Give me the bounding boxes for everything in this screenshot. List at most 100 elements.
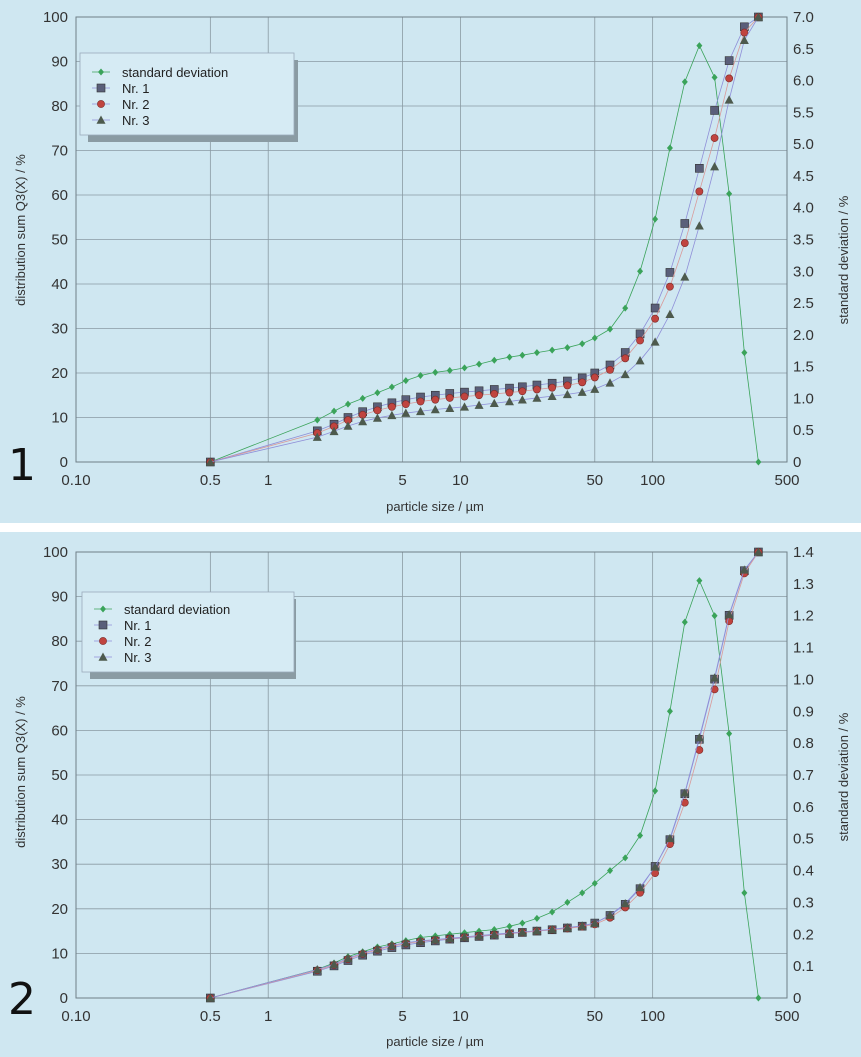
x-tick-label: 10 bbox=[452, 472, 469, 489]
data-point-nr-2 bbox=[606, 365, 614, 374]
y2-tick-label: 6.5 bbox=[793, 41, 814, 58]
data-point-nr-2 bbox=[651, 314, 660, 323]
x-tick-label: 10 bbox=[452, 1008, 469, 1025]
data-point-nr-3 bbox=[635, 882, 645, 892]
data-point-standard-deviation bbox=[726, 730, 733, 738]
legend-marker-standard-deviation bbox=[100, 605, 106, 613]
y-tick-label: 30 bbox=[51, 321, 68, 338]
data-point-standard-deviation bbox=[711, 73, 718, 81]
x-tick-label: 500 bbox=[774, 472, 799, 489]
data-point-nr-3 bbox=[739, 35, 749, 44]
data-point-standard-deviation bbox=[564, 344, 571, 352]
y-tick-label: 50 bbox=[51, 232, 68, 249]
data-point-nr-3 bbox=[710, 673, 720, 682]
data-point-standard-deviation bbox=[696, 42, 703, 50]
data-point-nr-2 bbox=[680, 239, 689, 247]
x-tick-label: 5 bbox=[398, 1008, 406, 1025]
data-point-nr-3 bbox=[312, 432, 322, 441]
data-point-nr-3 bbox=[724, 95, 734, 104]
data-point-nr-3 bbox=[547, 391, 557, 400]
data-point-nr-2 bbox=[666, 282, 674, 291]
y2-tick-label: 0.7 bbox=[793, 767, 814, 784]
chart-2-svg: 0 10 20 30 40 50 60 70 80 90 100 0 0.1 0.2 0.3 0.4 0.5 0.… bbox=[8, 544, 851, 1049]
data-point-standard-deviation bbox=[533, 349, 540, 357]
data-point-nr-3 bbox=[416, 936, 426, 945]
data-point-standard-deviation bbox=[388, 383, 395, 391]
x-tick-label: 5 bbox=[398, 472, 406, 489]
data-point-standard-deviation bbox=[711, 612, 718, 620]
legend-label-nr-3: Nr. 3 bbox=[122, 113, 149, 128]
data-point-nr-3 bbox=[445, 403, 455, 412]
y-tick-label: 40 bbox=[51, 276, 68, 293]
data-point-nr-3 bbox=[650, 862, 660, 871]
data-point-nr-3 bbox=[650, 337, 660, 346]
y2-tick-label: 3.0 bbox=[793, 263, 814, 280]
data-point-nr-3 bbox=[401, 938, 411, 947]
data-point-standard-deviation bbox=[374, 389, 381, 397]
data-point-standard-deviation bbox=[476, 360, 483, 368]
data-point-standard-deviation bbox=[549, 346, 556, 354]
data-point-standard-deviation bbox=[533, 914, 540, 922]
data-point-nr-2 bbox=[636, 336, 644, 345]
data-point-standard-deviation bbox=[432, 368, 439, 376]
plot-frame bbox=[75, 16, 788, 463]
y2-tick-label: 1.4 bbox=[793, 544, 814, 561]
data-point-standard-deviation bbox=[637, 267, 644, 275]
legend-marker-nr-3 bbox=[96, 115, 106, 124]
data-point-nr-3 bbox=[724, 609, 734, 619]
y2-tick-label: 0 bbox=[793, 454, 801, 471]
y-tick-label: 70 bbox=[51, 143, 68, 160]
data-point-standard-deviation bbox=[741, 349, 748, 357]
x-tick-label: 50 bbox=[586, 1008, 603, 1025]
y2-tick-label: 1.3 bbox=[793, 576, 814, 593]
data-point-nr-2 bbox=[505, 388, 514, 397]
data-point-nr-3 bbox=[753, 12, 763, 21]
series-line-nr-3 bbox=[210, 16, 759, 463]
y-tick-label: 0 bbox=[60, 990, 68, 1007]
data-point-nr-3 bbox=[590, 918, 600, 927]
x-tick-label: 1 bbox=[264, 472, 272, 489]
data-point-standard-deviation bbox=[461, 364, 468, 372]
data-point-nr-3 bbox=[460, 402, 470, 411]
y-tick-label: 100 bbox=[43, 544, 68, 561]
data-point-nr-3 bbox=[343, 421, 353, 430]
data-point-standard-deviation bbox=[506, 922, 513, 930]
data-point-nr-2 bbox=[460, 392, 469, 401]
chart-1-xlabel: particle size / µm bbox=[386, 499, 484, 514]
data-point-nr-3 bbox=[753, 547, 763, 556]
data-point-nr-2 bbox=[401, 400, 410, 409]
data-point-nr-1 bbox=[650, 303, 660, 313]
data-point-nr-3 bbox=[635, 356, 645, 365]
legend-marker-nr-1 bbox=[98, 620, 108, 630]
data-point-standard-deviation bbox=[446, 366, 453, 374]
data-point-standard-deviation bbox=[696, 577, 703, 585]
data-point-nr-2 bbox=[416, 397, 425, 406]
data-point-nr-3 bbox=[387, 940, 397, 950]
data-point-nr-3 bbox=[372, 944, 382, 953]
data-point-nr-3 bbox=[517, 927, 527, 936]
data-point-nr-2 bbox=[740, 28, 749, 37]
y-tick-label: 10 bbox=[51, 945, 68, 962]
data-point-nr-3 bbox=[680, 788, 690, 797]
data-point-nr-3 bbox=[547, 924, 557, 934]
data-point-nr-3 bbox=[416, 406, 426, 416]
data-point-standard-deviation bbox=[607, 867, 614, 875]
data-point-nr-3 bbox=[517, 395, 527, 404]
data-point-nr-2 bbox=[490, 390, 499, 398]
legend-marker-standard-deviation bbox=[98, 68, 104, 76]
data-point-nr-2 bbox=[710, 134, 719, 142]
data-point-nr-3 bbox=[474, 400, 484, 409]
data-point-nr-2 bbox=[621, 354, 630, 363]
data-point-standard-deviation bbox=[591, 879, 598, 887]
data-point-standard-deviation bbox=[681, 78, 688, 86]
y2-tick-label: 2.0 bbox=[793, 327, 814, 344]
chart-1-ylabel: distribution sum Q3(X) / % bbox=[13, 154, 28, 306]
y-tick-label: 40 bbox=[51, 812, 68, 829]
data-point-nr-1 bbox=[695, 164, 704, 173]
data-point-standard-deviation bbox=[314, 416, 321, 424]
chart-panel-1: 0 10 20 30 40 50 60 70 80 90 100 0 0.5 1.0 1.5 2.0 2.5 3.… bbox=[0, 0, 861, 523]
series-line-standard-deviation bbox=[210, 44, 759, 463]
data-point-nr-3 bbox=[665, 833, 675, 843]
y2-tick-label: 1.2 bbox=[793, 608, 814, 625]
